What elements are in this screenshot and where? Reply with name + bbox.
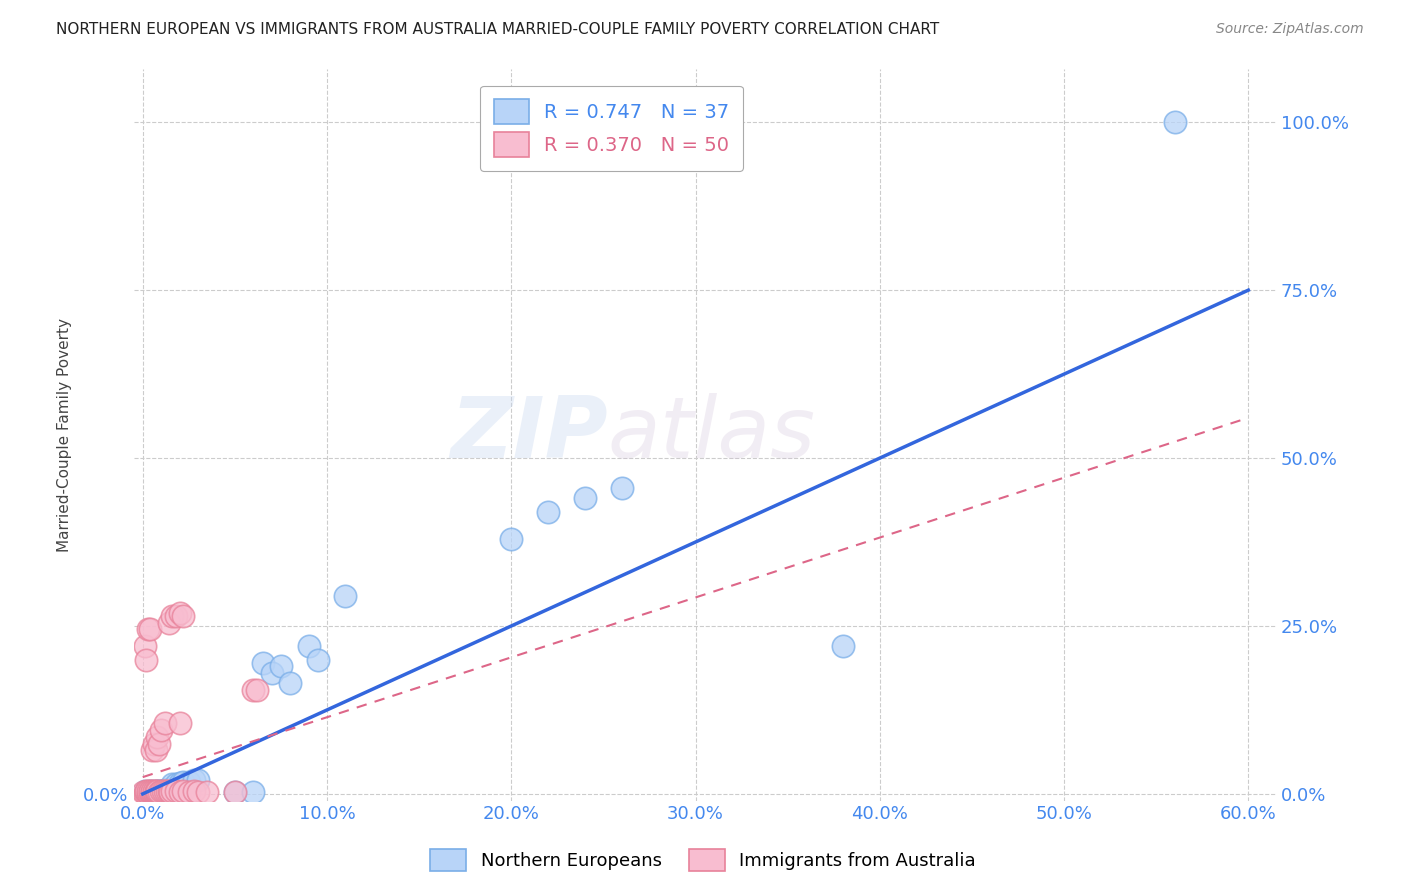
Point xyxy=(537,505,560,519)
Point xyxy=(150,783,173,797)
Point xyxy=(136,785,159,799)
Point xyxy=(1163,115,1185,129)
Point xyxy=(142,785,165,799)
Y-axis label: Married-Couple Family Poverty: Married-Couple Family Poverty xyxy=(58,318,72,551)
Point xyxy=(148,784,170,798)
Point xyxy=(172,608,194,623)
Point xyxy=(252,656,274,670)
Point xyxy=(169,776,191,790)
Point xyxy=(165,784,187,798)
Point xyxy=(574,491,596,506)
Point xyxy=(148,785,170,799)
Point xyxy=(141,785,163,799)
Point xyxy=(160,608,183,623)
Point xyxy=(134,786,156,800)
Point xyxy=(139,785,162,799)
Point xyxy=(145,743,167,757)
Point xyxy=(246,682,269,697)
Point xyxy=(832,639,855,653)
Point xyxy=(195,785,218,799)
Point xyxy=(142,785,165,799)
Point xyxy=(142,737,165,751)
Text: atlas: atlas xyxy=(607,393,815,476)
Point xyxy=(150,723,173,737)
Point xyxy=(278,676,301,690)
Point xyxy=(172,774,194,789)
Point xyxy=(141,783,163,797)
Point xyxy=(177,785,200,799)
Point xyxy=(270,659,292,673)
Point xyxy=(141,743,163,757)
Point xyxy=(307,652,329,666)
Point xyxy=(187,773,209,788)
Point xyxy=(187,785,209,799)
Point xyxy=(146,784,169,798)
Text: Source: ZipAtlas.com: Source: ZipAtlas.com xyxy=(1216,22,1364,37)
Point xyxy=(297,639,319,653)
Point xyxy=(136,623,159,637)
Point xyxy=(135,785,157,799)
Point xyxy=(148,737,170,751)
Point xyxy=(135,783,157,797)
Point xyxy=(224,785,246,799)
Point xyxy=(169,716,191,731)
Point xyxy=(150,784,173,798)
Point xyxy=(135,652,157,666)
Point xyxy=(139,784,162,798)
Point xyxy=(335,589,357,603)
Point xyxy=(169,606,191,620)
Point xyxy=(134,783,156,797)
Text: ZIP: ZIP xyxy=(450,393,607,476)
Point xyxy=(145,783,167,797)
Point xyxy=(183,784,205,798)
Point xyxy=(169,785,191,799)
Point xyxy=(142,783,165,797)
Legend: R = 0.747   N = 37, R = 0.370   N = 50: R = 0.747 N = 37, R = 0.370 N = 50 xyxy=(481,86,744,170)
Point xyxy=(153,783,176,797)
Point xyxy=(139,623,162,637)
Point xyxy=(156,784,179,798)
Point xyxy=(136,784,159,798)
Point xyxy=(134,639,156,653)
Point xyxy=(135,785,157,799)
Point xyxy=(177,774,200,789)
Point xyxy=(172,784,194,798)
Point xyxy=(146,730,169,744)
Point xyxy=(242,682,264,697)
Point xyxy=(132,785,155,799)
Point xyxy=(152,783,174,797)
Point xyxy=(165,608,187,623)
Point xyxy=(139,783,162,797)
Point xyxy=(141,784,163,798)
Point xyxy=(145,783,167,797)
Point xyxy=(260,665,283,680)
Point xyxy=(145,785,167,799)
Point xyxy=(159,785,181,799)
Point xyxy=(136,786,159,800)
Point xyxy=(157,781,180,796)
Point xyxy=(160,784,183,798)
Point xyxy=(157,784,180,798)
Point xyxy=(242,785,264,799)
Legend: Northern Europeans, Immigrants from Australia: Northern Europeans, Immigrants from Aust… xyxy=(423,842,983,879)
Point xyxy=(152,784,174,798)
Point xyxy=(183,773,205,788)
Point xyxy=(153,783,176,797)
Point xyxy=(157,615,180,630)
Point xyxy=(160,777,183,791)
Point xyxy=(224,785,246,799)
Point xyxy=(501,532,523,546)
Text: NORTHERN EUROPEAN VS IMMIGRANTS FROM AUSTRALIA MARRIED-COUPLE FAMILY POVERTY COR: NORTHERN EUROPEAN VS IMMIGRANTS FROM AUS… xyxy=(56,22,939,37)
Point xyxy=(146,784,169,798)
Point xyxy=(159,782,181,797)
Point xyxy=(165,777,187,791)
Point xyxy=(156,783,179,797)
Point xyxy=(153,716,176,731)
Point xyxy=(610,481,633,495)
